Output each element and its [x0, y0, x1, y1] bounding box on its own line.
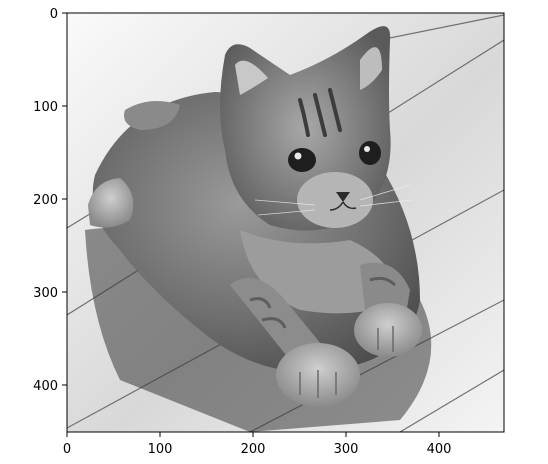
y-tick-label: 400	[33, 379, 58, 394]
x-axis: 0 100 200 300 400	[63, 432, 452, 457]
y-axis: 0 100 200 300 400	[33, 7, 67, 394]
kitten-image	[67, 13, 504, 432]
x-tick-label: 100	[148, 442, 173, 457]
axes-frame	[66, 12, 505, 433]
x-tick-label: 0	[63, 442, 71, 457]
y-tick-label: 0	[50, 7, 58, 22]
x-tick-label: 200	[241, 442, 266, 457]
x-tick-label: 400	[427, 442, 452, 457]
y-tick-label: 300	[33, 286, 58, 301]
y-tick-label: 100	[33, 100, 58, 115]
y-tick-label: 200	[33, 193, 58, 208]
x-tick-label: 300	[334, 442, 359, 457]
